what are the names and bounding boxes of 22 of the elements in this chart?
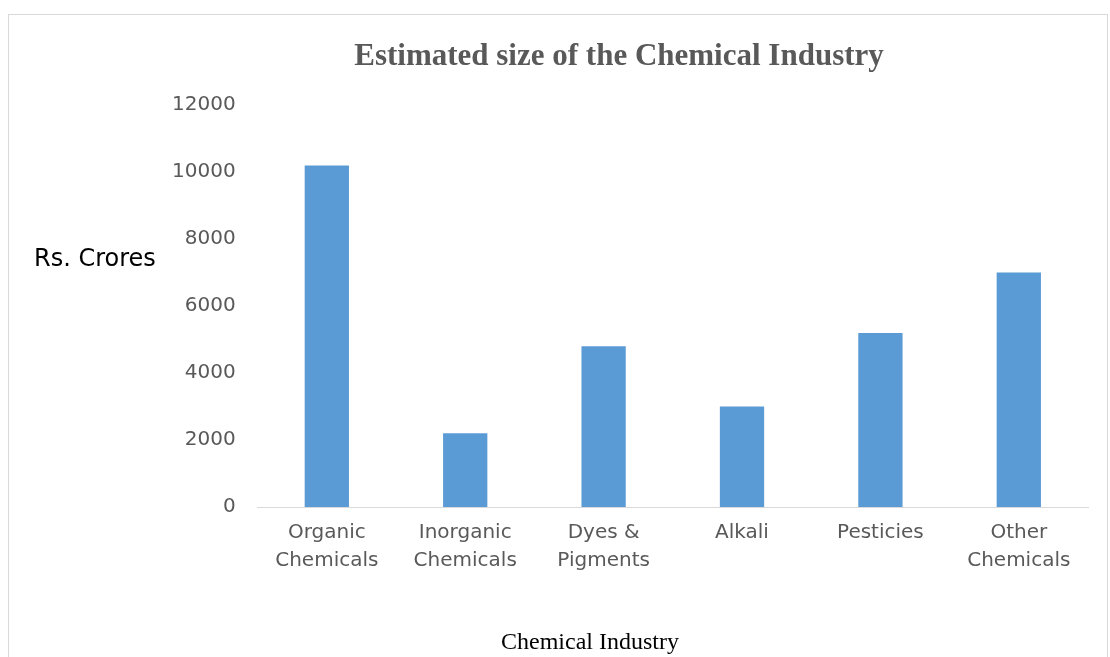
x-tick-label: Alkali <box>715 519 769 544</box>
y-tick-label: 2000 <box>184 426 236 451</box>
y-tick-label: 6000 <box>184 292 236 317</box>
x-tick-label: Organic Chemicals <box>275 519 379 572</box>
y-axis-title: Rs. Crores <box>34 244 156 272</box>
y-tick-label: 8000 <box>184 225 236 250</box>
y-tick-label: 4000 <box>184 359 236 384</box>
bar <box>443 433 488 507</box>
bar <box>996 272 1041 507</box>
x-tick-label: Other Chemicals <box>967 519 1071 572</box>
x-tick-label: Inorganic Chemicals <box>413 519 517 572</box>
x-tick-label: Pesticies <box>837 519 924 544</box>
y-tick-label: 12000 <box>172 91 236 116</box>
y-tick-label: 0 <box>222 493 236 518</box>
bar <box>858 332 903 507</box>
bar <box>304 165 349 507</box>
y-tick-label: 10000 <box>172 158 236 183</box>
x-axis-title: Chemical Industry <box>500 628 680 655</box>
bar <box>581 346 626 507</box>
chart-title: Estimated size of the Chemical Industry <box>354 36 885 72</box>
bar <box>719 406 765 507</box>
x-tick-label: Dyes & Pigments <box>557 519 650 572</box>
